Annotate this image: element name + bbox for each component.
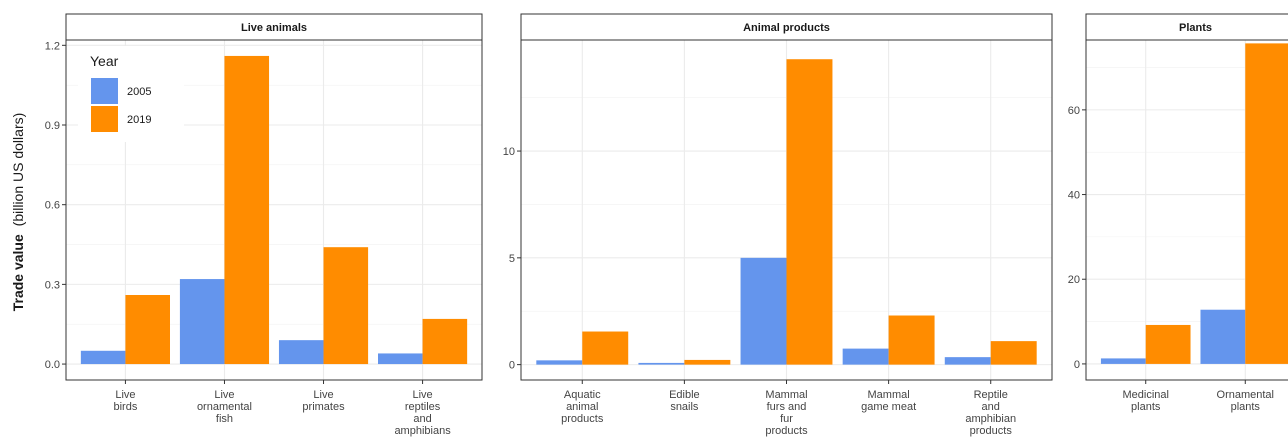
x-tick-label-line: ornamental: [197, 401, 252, 413]
x-tick-label-line: Mammal: [765, 389, 807, 401]
x-tick-label-line: Mammal: [868, 389, 910, 401]
x-tick-label-line: game meat: [861, 401, 916, 413]
x-tick-label-line: amphibians: [394, 425, 451, 437]
bar-2019: [888, 315, 935, 365]
bar-2019: [582, 331, 629, 365]
y-tick-label: 40: [1068, 190, 1080, 202]
bar-2005: [638, 362, 685, 365]
x-tick-label-line: Live: [214, 389, 234, 401]
x-tick-label-line: and: [982, 401, 1000, 413]
y-tick-label: 0: [509, 360, 515, 372]
bar-2005: [944, 357, 991, 365]
bar-2019: [224, 55, 270, 365]
x-tick-label: Medicinal plants: [1122, 389, 1168, 413]
bar-2019: [684, 359, 731, 365]
legend-title: Year: [90, 53, 119, 69]
x-tick-label-line: plants: [1231, 401, 1261, 413]
panel-plot-area: [66, 40, 482, 380]
x-tick-label-line: and: [413, 413, 431, 425]
bar-2005: [179, 279, 225, 365]
x-tick-label-line: plants: [1131, 401, 1161, 413]
facet-title: Animal products: [743, 22, 830, 34]
bar-2005: [536, 360, 583, 365]
bar-2005: [278, 340, 324, 365]
facet-strip: [65, 13, 483, 41]
panel-plot-area: [521, 40, 1052, 380]
y-tick-label: 0.9: [45, 120, 60, 132]
x-tick-label: Edible snails: [669, 389, 700, 413]
x-tick-label-line: birds: [114, 401, 138, 413]
bar-2005: [1200, 309, 1246, 364]
bar-2005: [842, 348, 889, 365]
y-axis-title: Trade value (billion US dollars): [10, 113, 26, 312]
facet-strip: [520, 13, 1053, 41]
x-tick-label-line: Live: [412, 389, 432, 401]
x-tick-label-line: Medicinal: [1122, 389, 1168, 401]
y-tick-label: 0.3: [45, 279, 60, 291]
x-tick-label-line: animal: [566, 401, 598, 413]
x-tick-label-line: Edible: [669, 389, 700, 401]
bar-2019: [125, 295, 170, 365]
y-tick-label: 5: [509, 253, 515, 265]
y-tick-label: 1.2: [45, 40, 60, 52]
legend: Year 2005 2019: [78, 46, 184, 142]
x-tick-label-line: products: [970, 425, 1013, 437]
x-tick-label-line: primates: [302, 401, 345, 413]
bar-2019: [990, 341, 1037, 365]
y-axis-title-rest: (billion US dollars): [10, 113, 26, 227]
x-tick-label-line: Reptile: [974, 389, 1008, 401]
panel-border: [65, 39, 483, 381]
bar-2019: [1245, 43, 1288, 364]
x-tick-label: Reptile and amphibian products: [965, 389, 1016, 437]
x-tick-label-line: snails: [670, 401, 699, 413]
x-tick-label-line: Live: [313, 389, 333, 401]
x-tick-label: Aquatic animal products: [561, 389, 604, 425]
legend-label-2019: 2019: [127, 114, 151, 126]
y-tick-label: 0.6: [45, 200, 60, 212]
x-tick-label: Mammal furs and fur products: [765, 389, 808, 437]
legend-swatch-2019: [91, 106, 118, 132]
bar-2005: [1100, 358, 1146, 364]
x-tick-label: Live ornamental fish: [197, 389, 252, 425]
bar-2005: [80, 350, 126, 365]
y-tick-label: 20: [1068, 274, 1080, 286]
legend-swatch-2005: [91, 78, 118, 104]
bar-2005: [740, 257, 787, 365]
y-tick-label: 0: [1074, 359, 1080, 371]
bar-2019: [422, 318, 468, 365]
bar-2019: [1145, 324, 1191, 364]
y-tick-label: 60: [1068, 105, 1080, 117]
panel-plot-area: [1086, 40, 1288, 380]
x-tick-label-line: Ornamental: [1217, 389, 1274, 401]
x-tick-label-line: Live: [115, 389, 135, 401]
x-tick-label-line: fish: [216, 413, 233, 425]
x-tick-label-line: products: [561, 413, 604, 425]
y-tick-label: 0.0: [45, 359, 60, 371]
y-axis-title-bold: Trade value: [10, 234, 26, 311]
x-tick-label-line: fur: [780, 413, 793, 425]
bar-2019: [786, 59, 833, 365]
bar-2005: [378, 353, 423, 365]
x-tick-label-line: amphibian: [965, 413, 1016, 425]
x-tick-label-line: reptiles: [405, 401, 441, 413]
x-tick-label-line: products: [765, 425, 808, 437]
bar-2019: [323, 247, 369, 365]
x-tick-label-line: furs and: [767, 401, 807, 413]
x-tick-label-line: Aquatic: [564, 389, 601, 401]
x-tick-label: Mammal game meat: [861, 389, 916, 413]
x-tick-label: Live primates: [302, 389, 345, 413]
panel-border: [1085, 39, 1288, 381]
facet-title: Plants: [1179, 22, 1212, 34]
x-tick-label: Live reptiles and amphibians: [394, 389, 451, 437]
x-tick-label: Live birds: [114, 389, 138, 413]
legend-label-2005: 2005: [127, 86, 151, 98]
x-tick-label: Ornamental plants: [1217, 389, 1274, 413]
y-tick-label: 10: [503, 146, 515, 158]
facet-title: Live animals: [241, 22, 307, 34]
